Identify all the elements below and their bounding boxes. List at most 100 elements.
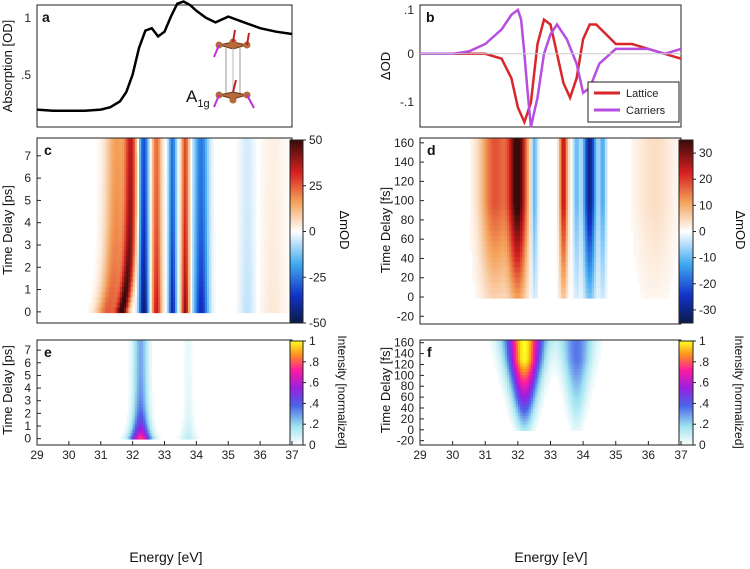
heatmap-cell bbox=[657, 225, 660, 232]
heatmap-cell bbox=[245, 184, 248, 190]
heatmap-cell bbox=[661, 174, 664, 180]
heatmap-cell bbox=[236, 240, 240, 247]
heatmap-cell bbox=[105, 194, 108, 201]
heatmap-cell bbox=[156, 245, 159, 252]
heatmap-cell bbox=[128, 194, 131, 201]
heatmap-cell bbox=[153, 292, 157, 298]
heatmap-cell bbox=[173, 158, 176, 165]
heatmap-cell bbox=[122, 148, 125, 154]
heatmap-cell bbox=[485, 174, 488, 180]
heatmap-cell bbox=[504, 138, 508, 144]
heatmap-cell bbox=[238, 230, 242, 237]
heatmap-cell bbox=[489, 282, 493, 289]
heatmap-cell bbox=[264, 153, 267, 159]
heatmap-cell bbox=[493, 251, 497, 258]
heatmap-cell bbox=[533, 267, 536, 273]
heatmap-cell bbox=[561, 225, 564, 232]
heatmap-cell bbox=[272, 215, 276, 221]
heatmap-cell bbox=[478, 262, 482, 268]
heatmap-cell bbox=[589, 293, 593, 299]
heatmap-cell bbox=[639, 179, 643, 185]
heatmap-cell bbox=[676, 184, 680, 191]
heatmap-cell bbox=[173, 287, 176, 293]
heatmap-cell bbox=[674, 189, 678, 196]
heatmap-cell bbox=[515, 246, 519, 253]
heatmap-cell bbox=[670, 194, 673, 201]
heatmap-cell bbox=[130, 215, 134, 221]
heatmap-cell bbox=[665, 231, 669, 237]
heatmap-cell bbox=[100, 168, 104, 175]
heatmap-cell bbox=[487, 163, 490, 170]
heatmap-cell bbox=[204, 225, 208, 231]
heatmap-cell bbox=[522, 277, 525, 284]
heatmap-cell bbox=[572, 138, 575, 144]
heatmap-cell bbox=[196, 292, 199, 298]
heatmap-cell bbox=[200, 256, 204, 262]
heatmap-cell bbox=[663, 272, 667, 278]
heatmap-cell bbox=[517, 287, 521, 294]
heatmap-cell bbox=[192, 245, 195, 252]
heatmap-cell bbox=[109, 261, 112, 267]
heatmap-cell bbox=[200, 143, 204, 149]
heatmap-cell bbox=[502, 210, 506, 216]
heatmap-cell bbox=[200, 261, 204, 267]
heatmap-cell bbox=[268, 266, 272, 273]
heatmap-cell bbox=[528, 205, 532, 211]
heatmap-cell bbox=[491, 174, 495, 180]
heatmap-cell bbox=[587, 189, 591, 196]
heatmap-cell bbox=[661, 215, 664, 222]
heatmap-cell bbox=[663, 215, 667, 222]
panel-b-ytick-0: 0 bbox=[407, 47, 414, 61]
heatmap-cell bbox=[667, 256, 671, 263]
heatmap-cell bbox=[277, 287, 280, 293]
heatmap-cell bbox=[572, 210, 575, 216]
heatmap-cell bbox=[557, 272, 560, 278]
heatmap-cell bbox=[654, 138, 658, 144]
heatmap-cell bbox=[604, 251, 608, 258]
heatmap-cell bbox=[177, 153, 180, 159]
heatmap-cell bbox=[183, 354, 187, 358]
heatmap-cell bbox=[177, 143, 180, 149]
heatmap-cell bbox=[236, 276, 240, 283]
heatmap-cell bbox=[96, 256, 100, 262]
heatmap-cell bbox=[667, 215, 671, 222]
heatmap-cell bbox=[281, 292, 284, 298]
heatmap-cell bbox=[177, 138, 180, 144]
heatmap-cell bbox=[130, 251, 134, 257]
heatmap-cell bbox=[504, 153, 508, 160]
heatmap-cell bbox=[496, 246, 499, 253]
heatmap-cell bbox=[654, 169, 658, 175]
heatmap-cell bbox=[652, 256, 656, 263]
heatmap-cell bbox=[109, 143, 112, 149]
heatmap-cell bbox=[598, 236, 601, 242]
heatmap-cell bbox=[572, 272, 575, 278]
heatmap-cell bbox=[524, 184, 527, 191]
heatmap-cell bbox=[522, 163, 525, 170]
heatmap-cell bbox=[158, 297, 161, 303]
heatmap-cell bbox=[641, 210, 645, 216]
heatmap-cell bbox=[659, 256, 662, 263]
heatmap-cell bbox=[644, 153, 647, 160]
heatmap-cell bbox=[489, 169, 493, 175]
heatmap-cell bbox=[115, 292, 119, 298]
heatmap-cell bbox=[657, 262, 660, 268]
heatmap-cell bbox=[572, 163, 575, 170]
heatmap-cell bbox=[474, 169, 477, 175]
heatmap-cell bbox=[275, 245, 278, 252]
heatmap-cell bbox=[134, 360, 138, 364]
heatmap-cell bbox=[102, 199, 106, 206]
heatmap-cell bbox=[130, 261, 134, 267]
heatmap-cell bbox=[480, 262, 484, 268]
heatmap-cell bbox=[594, 287, 597, 294]
heatmap-cell bbox=[585, 231, 588, 237]
heatmap-cell bbox=[635, 153, 638, 160]
heatmap-cell bbox=[245, 307, 248, 314]
heatmap-cell bbox=[646, 241, 649, 247]
heatmap-cell bbox=[565, 220, 569, 227]
heatmap-cell bbox=[109, 220, 112, 226]
heatmap-cell bbox=[168, 143, 172, 149]
heatmap-cell bbox=[238, 143, 242, 149]
heatmap-cell bbox=[245, 163, 248, 170]
heatmap-cell bbox=[200, 194, 204, 201]
heatmap-cell bbox=[520, 200, 523, 206]
